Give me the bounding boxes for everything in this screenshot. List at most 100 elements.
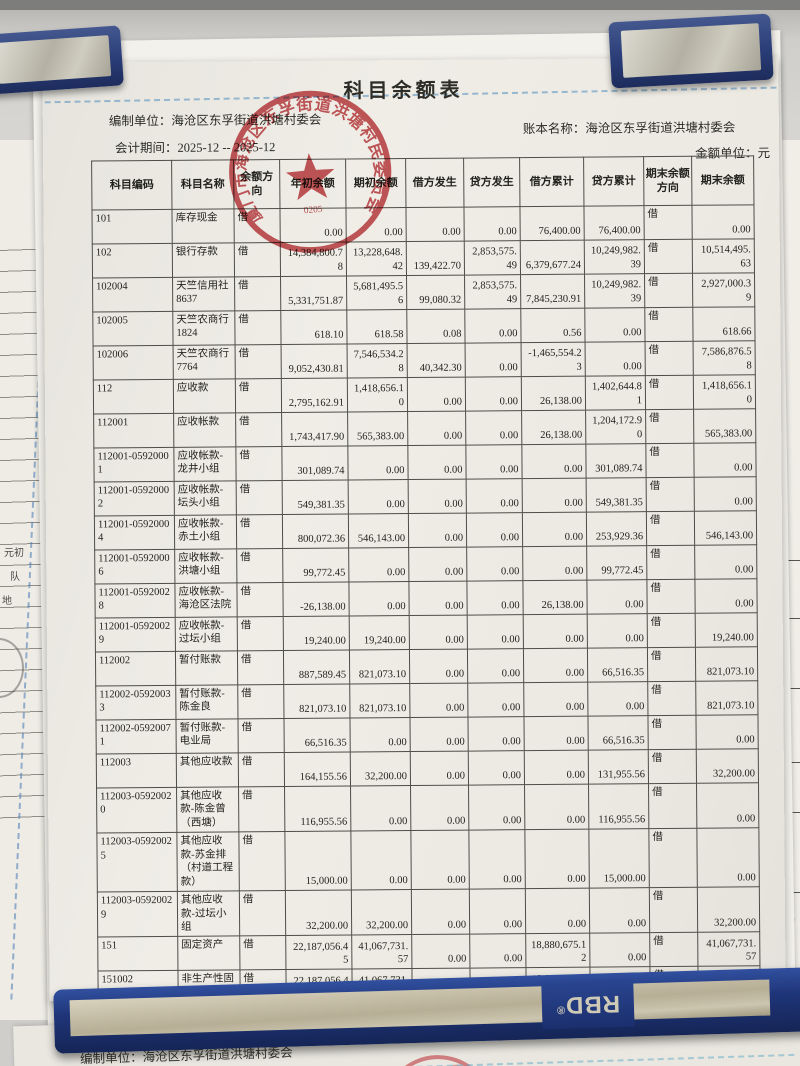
- cell-name: 天竺信用社8637: [172, 276, 235, 312]
- table-row: 151 固定资产借 22,187,056.45 41,067,731.57 0.00 0.…: [97, 932, 760, 972]
- ruler-metal-strip: [69, 979, 771, 1037]
- cell-num: 618.10: [280, 310, 348, 345]
- cell-num: 0.08: [406, 309, 466, 344]
- cell-num: 99,772.45: [586, 545, 647, 581]
- cell-num: 2,853,575.49: [464, 274, 521, 310]
- table-row: 112003-05920020 其他应收款-陈金曾（西塘）借 116,955.56 0…: [96, 782, 759, 834]
- cell-num: 618.58: [346, 309, 408, 345]
- cell-code: 112003-05920025: [96, 832, 178, 893]
- cell-num: 0.00: [465, 410, 522, 446]
- cell-name: 暂付账款-陈金良: [175, 684, 238, 720]
- cell-num: 0.00: [522, 546, 587, 581]
- cell-code: 112001-05920002: [94, 481, 175, 517]
- cell-dir: 借: [236, 514, 283, 549]
- cell-num: 41,067,731.57: [697, 932, 760, 967]
- cell-name: 天竺农商行1824: [172, 310, 236, 346]
- cell-num: 99,772.45: [282, 548, 349, 583]
- cell-num: 0.00: [522, 512, 587, 547]
- cell-num: 32,200.00: [350, 751, 411, 787]
- cell-code: 101: [91, 209, 173, 245]
- cell-dir: 借: [234, 310, 282, 345]
- table-row: 112002-05920071 暂付账款-电业局借 66,516.35 0.00 0.0…: [95, 714, 759, 755]
- cell-dir: 借: [644, 273, 693, 308]
- cell-dir: 借: [644, 239, 693, 274]
- cell-num: 0.00: [465, 376, 522, 412]
- cell-num: 546,143.00: [348, 513, 409, 549]
- cell-num: 6,379,677.24: [520, 240, 585, 275]
- cell-num: 821,073.10: [349, 683, 410, 719]
- cell-code: 112001-05920029: [95, 617, 176, 653]
- cell-num: 0.00: [694, 544, 757, 580]
- cell-num: 0.00: [408, 513, 467, 548]
- table-row: 102005 天竺农商行1824 借 618.10 618.58 0.08 0.00 0.56…: [92, 306, 756, 347]
- cell-num: 0.00: [467, 614, 524, 650]
- cell-name: 应收帐款-龙井小组: [173, 446, 237, 482]
- cell-num: 0.00: [409, 683, 468, 718]
- cell-num: 565,383.00: [347, 411, 408, 447]
- cell-num: 0.00: [410, 751, 469, 786]
- cell-name: 应收帐款-洪塘小组: [174, 548, 237, 584]
- cell-num: 10,514,495.63: [692, 238, 755, 274]
- cell-num: 7,546,534.28: [347, 343, 408, 379]
- cell-num: -26,138.00: [282, 582, 350, 617]
- binder-clip-left: [0, 25, 124, 95]
- cell-num: 0.56: [520, 308, 586, 343]
- column-header: 借方发生: [405, 158, 464, 208]
- seal-code: 0205: [303, 205, 323, 216]
- cell-num: 0.00: [349, 717, 411, 753]
- cell-num: 0.00: [407, 411, 466, 446]
- table-row: 112003 其他应收款借 164,155.56 32,200.00 0.00 0.00 0…: [96, 748, 759, 789]
- cell-dir: 借: [643, 205, 693, 240]
- table-row: 112001-05920028 应收帐款-海沧区法院借 -26,138.00 0.00…: [94, 578, 758, 619]
- cell-dir: 借: [239, 935, 286, 971]
- cell-num: 1,743,417.90: [281, 412, 348, 447]
- table-row: 102006 天竺农商行7764 借 9,052,430.81 7,546,534.28…: [93, 340, 756, 381]
- cell-code: 112002: [95, 651, 176, 687]
- cell-num: 0.00: [525, 888, 590, 935]
- cell-dir: 借: [648, 783, 697, 829]
- cell-dir: 借: [647, 613, 696, 648]
- cell-dir: 借: [646, 579, 696, 614]
- cell-num: 32,200.00: [285, 890, 352, 936]
- official-seal-stamp: 厦门市海沧区东孚街道洪塘村民委员会 0205: [225, 89, 394, 253]
- cell-name: 应收帐款-海沧区法院: [174, 582, 238, 618]
- table-header-row: 科目编码科目名称余额方向年初余额期初余额借方发生贷方发生借方累计贷方累计期末余额…: [91, 155, 754, 211]
- cell-dir: 借: [646, 477, 695, 512]
- cell-num: 131,955.56: [588, 749, 649, 785]
- cell-dir: 借: [645, 409, 694, 444]
- cell-num: 565,383.00: [693, 408, 756, 444]
- cell-dir: 借: [237, 650, 284, 685]
- cell-num: 618.66: [692, 306, 756, 342]
- column-header: 贷方累计: [583, 156, 644, 207]
- cell-num: 800,072.36: [282, 514, 349, 549]
- cell-num: 32,200.00: [697, 886, 760, 933]
- cell-dir: 借: [649, 887, 698, 934]
- cell-num: 0.00: [589, 887, 650, 934]
- cell-code: 112: [93, 379, 174, 415]
- cell-num: 0.00: [522, 478, 587, 513]
- column-header: 科目编码: [91, 160, 172, 211]
- cell-num: 5,331,751.87: [280, 276, 347, 311]
- cell-num: -1,465,554.23: [521, 342, 586, 377]
- cell-code: 112003: [96, 753, 177, 789]
- cell-num: 0.00: [465, 444, 523, 480]
- cell-code: 102: [92, 243, 173, 279]
- cell-num: 1,418,656.10: [347, 377, 408, 413]
- table-row: 112001-05920004 应收帐款-赤土小组借 800,072.36 546,1…: [94, 510, 757, 551]
- cell-dir: 借: [234, 276, 281, 311]
- ruler-brand-logo: RBD®: [541, 978, 635, 1030]
- cell-num: 0.00: [587, 613, 648, 649]
- cell-num: 0.00: [524, 750, 589, 785]
- cell-num: 0.00: [465, 342, 522, 378]
- cell-num: 549,381.35: [586, 477, 647, 513]
- cell-num: 19,240.00: [695, 612, 758, 648]
- cell-num: 0.00: [586, 579, 648, 615]
- cell-num: 0.00: [693, 442, 757, 478]
- cell-num: 1,418,656.10: [693, 374, 756, 410]
- cell-num: 66,516.35: [283, 718, 351, 753]
- table-row: 102004 天竺信用社8637 借 5,331,751.87 5,681,495.56…: [92, 272, 755, 313]
- cell-num: 821,073.10: [283, 684, 350, 719]
- cell-num: 10,249,982.39: [584, 273, 645, 309]
- cell-num: 0.00: [469, 888, 526, 935]
